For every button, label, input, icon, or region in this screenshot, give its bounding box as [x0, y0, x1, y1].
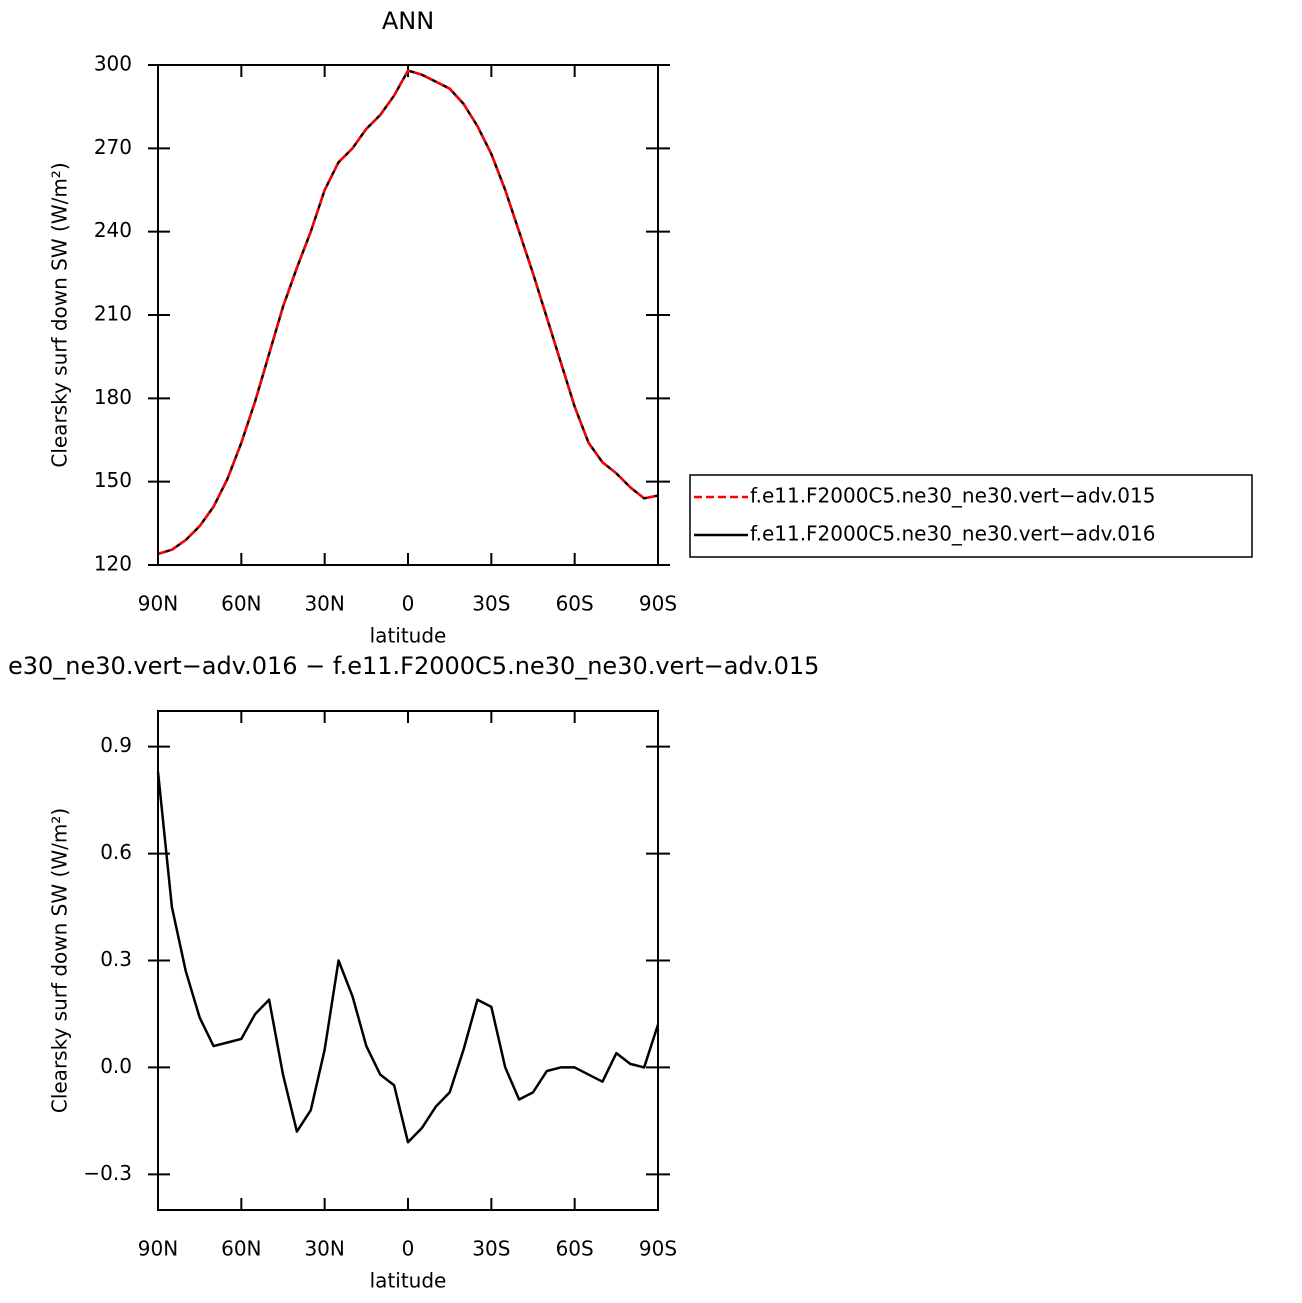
y-tick-label: 0.6 [100, 840, 132, 864]
x-tick-label: 60S [556, 592, 594, 616]
legend-label: f.e11.F2000C5.ne30_ne30.vert−adv.015 [750, 484, 1155, 508]
x-tick-label: 90S [639, 1237, 677, 1261]
legend-box [689, 474, 1253, 558]
x-tick-label: 90N [138, 1237, 178, 1261]
y-tick-label: 120 [94, 552, 132, 576]
x-tick-label: 60S [556, 1237, 594, 1261]
y-axis-label: Clearsky surf down SW (W/m²) [48, 808, 72, 1113]
plot-frame [157, 710, 659, 1211]
chart-title: e30_ne30.vert−adv.016 − f.e11.F2000C5.ne… [8, 652, 819, 680]
y-tick-label: 300 [94, 52, 132, 76]
y-tick-label: 180 [94, 385, 132, 409]
x-tick-label: 30N [304, 592, 344, 616]
y-tick-label: 0.0 [100, 1054, 132, 1078]
y-tick-label: 240 [94, 218, 132, 242]
y-tick-label: 0.3 [100, 947, 132, 971]
plot-frame [157, 64, 659, 566]
legend-label: f.e11.F2000C5.ne30_ne30.vert−adv.016 [750, 522, 1155, 546]
x-tick-label: 90N [138, 592, 178, 616]
y-tick-label: 150 [94, 468, 132, 492]
x-tick-label: 0 [402, 1237, 415, 1261]
y-tick-label: 270 [94, 135, 132, 159]
x-tick-label: 90S [639, 592, 677, 616]
x-tick-label: 60N [221, 1237, 261, 1261]
y-tick-label: −0.3 [83, 1161, 132, 1185]
y-tick-label: 210 [94, 302, 132, 326]
x-tick-label: 60N [221, 592, 261, 616]
x-axis-label: latitude [370, 624, 447, 648]
data-line [157, 69, 659, 556]
x-tick-label: 0 [402, 592, 415, 616]
data-line [156, 771, 660, 1144]
x-axis-label: latitude [370, 1269, 447, 1293]
y-axis-label: Clearsky surf down SW (W/m²) [48, 162, 72, 467]
y-tick-label: 0.9 [100, 733, 132, 757]
x-tick-label: 30N [304, 1237, 344, 1261]
data-line [157, 69, 659, 556]
x-tick-label: 30S [472, 1237, 510, 1261]
chart-title: ANN [382, 7, 434, 35]
x-tick-label: 30S [472, 592, 510, 616]
